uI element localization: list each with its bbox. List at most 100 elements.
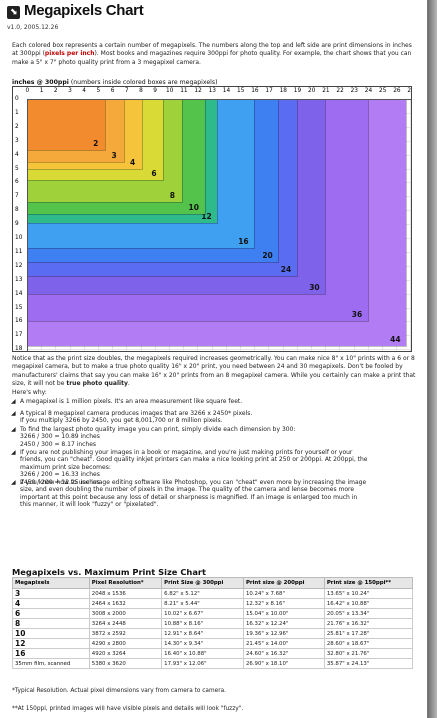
x-tick-label: 16 bbox=[251, 88, 259, 94]
table-cell: 21.45" x 14.00" bbox=[242, 638, 325, 649]
page: ⬊ Megapixels Chart v1.0, 2005.12.26 Each… bbox=[0, 0, 428, 718]
table-cell: 28.60" x 18.67" bbox=[323, 638, 414, 649]
megapixel-label: 20 bbox=[262, 250, 273, 260]
table-cell: 17.93" x 12.06" bbox=[161, 658, 244, 669]
x-tick-label: 13 bbox=[208, 88, 216, 94]
logo-icon: ⬊ bbox=[7, 6, 20, 19]
bullet-arrow-icon: ◢ bbox=[11, 479, 16, 486]
y-tick-label: 13 bbox=[15, 276, 23, 283]
megapixel-label: 44 bbox=[390, 335, 401, 345]
table-cell: 19.36" x 12.96" bbox=[242, 628, 325, 639]
table-cell: 16.40" x 10.88" bbox=[161, 648, 244, 659]
megapixel-label: 2 bbox=[93, 139, 99, 149]
table-title: Megapixels vs. Maximum Print Size Chart bbox=[12, 567, 206, 577]
intro-text-1: Each colored box represents a certain nu… bbox=[12, 42, 412, 58]
y-tick-label: 10 bbox=[15, 235, 23, 241]
bullet-line: this manner, it will look "fuzzy" or "pi… bbox=[20, 501, 159, 509]
table-cell: 4920 x 3264 bbox=[88, 648, 163, 659]
table-header-cell: Print Size @ 300ppi bbox=[161, 577, 244, 589]
x-tick-label: 10 bbox=[166, 88, 174, 94]
table-cell: 3008 x 2000 bbox=[88, 608, 163, 619]
chart-caption: inches @ 300ppi (numbers inside colored … bbox=[12, 79, 217, 86]
table-cell: 16 bbox=[12, 648, 90, 659]
y-tick-label: 12 bbox=[15, 262, 23, 269]
x-tick-label: 20 bbox=[308, 88, 316, 94]
x-tick-label: 5 bbox=[96, 88, 101, 94]
table-cell: 2048 x 1536 bbox=[88, 588, 163, 599]
table-cell: 3264 x 2448 bbox=[88, 618, 163, 629]
x-tick-label: 4 bbox=[82, 88, 86, 94]
table-row: 16 4920 x 3264 16.40" x 10.88" 24.60" x 16.… bbox=[12, 648, 414, 659]
x-tick-label: 17 bbox=[265, 88, 273, 94]
y-tick-label: 14 bbox=[15, 290, 23, 297]
table-cell: 35mm film, scanned bbox=[12, 658, 90, 669]
x-tick-label: 21 bbox=[322, 88, 330, 94]
table-cell: 32.80" x 21.76" bbox=[323, 648, 414, 659]
table-cell: 12 bbox=[12, 638, 90, 649]
x-tick-label: 15 bbox=[237, 88, 245, 94]
megapixel-label: 6 bbox=[151, 168, 157, 178]
table-row: 4 2464 x 1632 8.21" x 5.44" 12.32" x 8.16" 1… bbox=[12, 598, 414, 609]
bullet-line: important at this point because any loss… bbox=[20, 493, 358, 501]
megapixel-label: 10 bbox=[188, 203, 199, 213]
table-cell: 5380 x 3620 bbox=[88, 658, 163, 669]
table-row: 35mm film, scanned 5380 x 3620 17.93" x 12… bbox=[12, 658, 414, 669]
bullet-text: If you know how to use image editing sof… bbox=[20, 479, 415, 509]
table-cell: 24.60" x 16.32" bbox=[242, 648, 325, 659]
print-size-table: Megapixels Pixel Resolution* Print Size @ … bbox=[12, 577, 414, 669]
table-header-cell: Print size @ 200ppi bbox=[242, 577, 325, 589]
chart-caption-rest: (numbers inside colored boxes are megapi… bbox=[70, 79, 218, 86]
notice-text-1: Notice that as the print size doubles, t… bbox=[12, 355, 416, 387]
x-tick-label: 0 bbox=[25, 88, 30, 94]
bullet-line: 3266 / 200 = 16.33 inches bbox=[20, 471, 100, 479]
table-header-cell: Print size @ 150ppi** bbox=[323, 577, 414, 589]
bullet-line: If you multiply 3266 by 2450, you get 8,… bbox=[20, 417, 223, 425]
y-axis-line bbox=[27, 99, 28, 351]
table-header-row: Megapixels Pixel Resolution* Print Size @ … bbox=[12, 577, 414, 589]
megapixel-box bbox=[27, 99, 106, 151]
table-header-cell: Megapixels bbox=[12, 577, 90, 589]
megapixel-label: 4 bbox=[130, 157, 136, 167]
x-tick-label: 6 bbox=[110, 88, 115, 94]
bullet-line: To find the largest photo quality image … bbox=[20, 426, 296, 433]
notice-paragraph: Notice that as the print size doubles, t… bbox=[12, 355, 417, 388]
megapixel-label: 30 bbox=[309, 282, 320, 292]
bullet-text: To find the largest photo quality image … bbox=[20, 426, 415, 448]
bullet-arrow-icon: ◢ bbox=[11, 410, 16, 417]
y-tick-label: 3 bbox=[15, 137, 19, 144]
table-cell: 15.04" x 10.00" bbox=[242, 608, 325, 619]
bullet-line: maximum print size becomes: bbox=[20, 463, 111, 471]
y-tick-label: 0 bbox=[15, 96, 19, 102]
table-cell: 12.32" x 8.16" bbox=[242, 598, 325, 609]
table-cell: 10 bbox=[12, 628, 90, 639]
megapixel-label: 12 bbox=[201, 211, 212, 221]
table-cell: 6 bbox=[12, 608, 90, 619]
table-row: 3 2048 x 1536 6.82" x 5.12" 10.24" x 7.68" 1… bbox=[12, 588, 414, 599]
table-cell: 3 bbox=[12, 588, 90, 599]
bullet-arrow-icon: ◢ bbox=[11, 398, 16, 405]
table-cell: 8 bbox=[12, 618, 90, 629]
x-axis-line bbox=[27, 99, 411, 100]
x-tick-label: 26 bbox=[393, 88, 401, 94]
x-tick-label: 1 bbox=[39, 88, 44, 94]
megapixel-chart: 44 36 30 24 20 16 12 10 8 6 4 3 2 0 1 2 3 4 5 6 7 8 9 10 11 12 13 1… bbox=[12, 86, 412, 352]
y-tick-label: 9 bbox=[15, 221, 19, 228]
intro-paragraph: Each colored box represents a certain nu… bbox=[12, 42, 417, 67]
table-cell: 25.81" x 17.28" bbox=[323, 628, 414, 639]
table-row: 6 3008 x 2000 10.02" x 6.67" 15.04" x 10.00… bbox=[12, 608, 414, 619]
footnote-2: **At 150ppi, printed images will have vi… bbox=[12, 706, 244, 712]
table-body: 3 2048 x 1536 6.82" x 5.12" 10.24" x 7.68" 1… bbox=[12, 588, 414, 669]
y-tick-label: 1 bbox=[15, 109, 19, 116]
intro-text-2: ). Most books and magazines require 300p… bbox=[12, 50, 412, 66]
table-row: 8 3264 x 2448 10.88" x 8.16" 16.32" x 12.24… bbox=[12, 618, 414, 629]
x-tick-label: 8 bbox=[139, 88, 143, 94]
table-header-cell: Pixel Resolution* bbox=[88, 577, 163, 589]
table-cell: 26.90" x 18.10" bbox=[242, 658, 325, 669]
table-cell: 8.21" x 5.44" bbox=[161, 598, 244, 609]
y-tick-label: 17 bbox=[15, 332, 23, 339]
x-tick-label: 3 bbox=[68, 88, 72, 94]
x-tick-label: 19 bbox=[293, 88, 302, 94]
x-tick-label: 25 bbox=[379, 88, 387, 94]
bullet-line: size, and even doubling the number of pi… bbox=[20, 486, 355, 494]
megapixel-label: 3 bbox=[111, 150, 117, 160]
